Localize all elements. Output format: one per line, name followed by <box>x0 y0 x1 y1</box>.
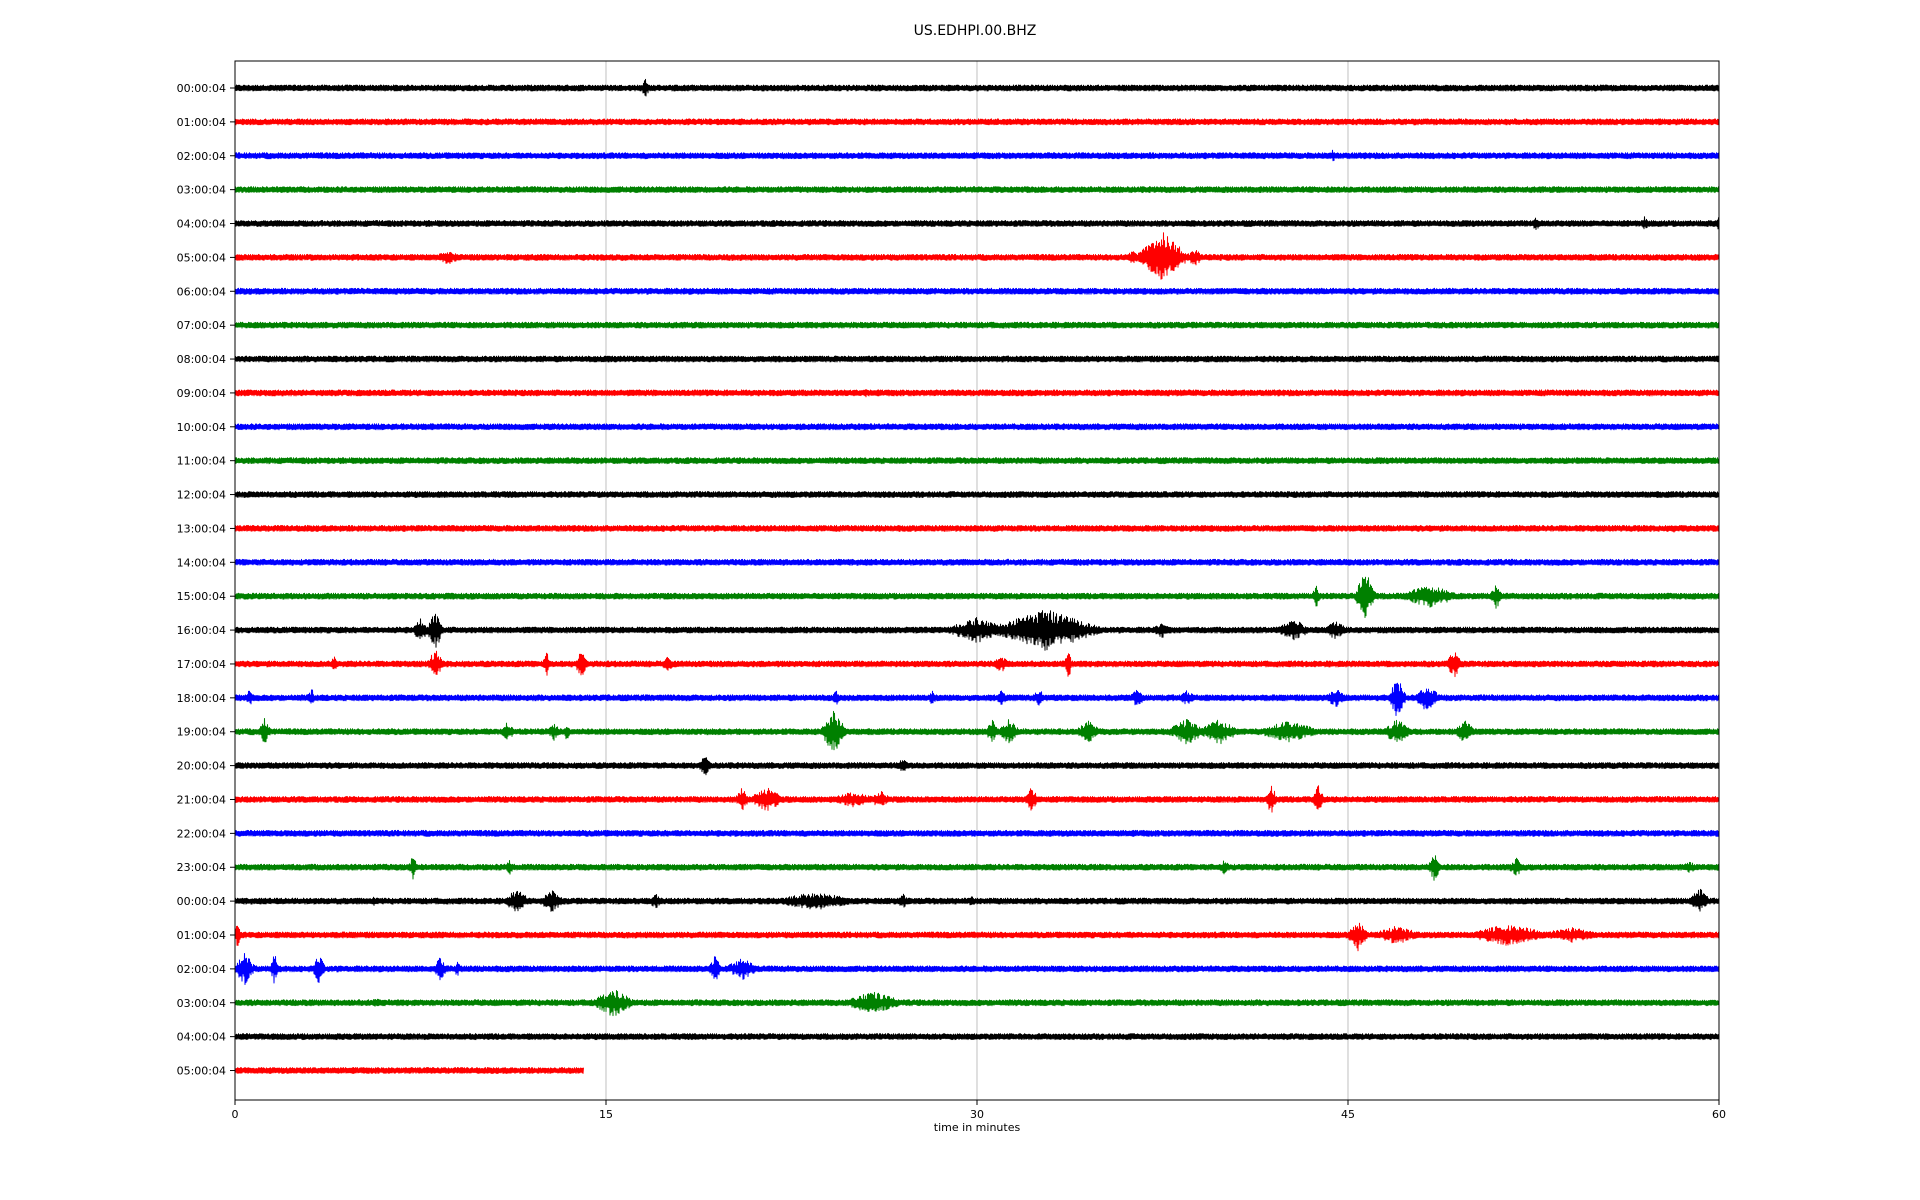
x-tick-label: 30 <box>970 1108 984 1121</box>
trace-line <box>234 888 1720 912</box>
row-time-labels: 00:00:04 01:00:04 02:00:04 03:00:04 04:00:04… <box>177 82 235 1078</box>
trace-line <box>234 710 1720 751</box>
row-time-label: 03:00:04 <box>177 184 226 197</box>
trace-line <box>234 287 1720 295</box>
row-time-label: 03:00:04 <box>177 997 226 1010</box>
trace-line <box>234 457 1720 465</box>
row-time-label: 05:00:04 <box>177 1065 226 1078</box>
row-time-label: 02:00:04 <box>177 150 226 163</box>
trace-line <box>234 650 1720 678</box>
trace-line <box>234 232 1720 280</box>
trace-line <box>234 855 1720 881</box>
row-time-label: 07:00:04 <box>177 319 226 332</box>
grid-lines <box>605 61 1349 1100</box>
trace-line <box>234 524 1720 533</box>
chart-title: US.EDHPI.00.BHZ <box>914 23 1037 39</box>
row-time-label: 04:00:04 <box>177 218 226 231</box>
row-time-label: 19:00:04 <box>177 726 226 739</box>
trace-line <box>234 757 1720 776</box>
row-time-label: 16:00:04 <box>177 624 226 637</box>
row-time-label: 05:00:04 <box>177 251 226 264</box>
row-time-label: 20:00:04 <box>177 760 226 773</box>
trace-line <box>234 78 1720 97</box>
trace-line <box>234 389 1720 398</box>
trace-line <box>234 321 1720 329</box>
x-axis-label: time in minutes <box>934 1121 1021 1134</box>
x-axis-ticks: 0 15 30 45 60 <box>232 1100 1726 1121</box>
trace-line <box>234 576 1720 618</box>
row-time-label: 13:00:04 <box>177 522 226 535</box>
row-time-label: 01:00:04 <box>177 929 226 942</box>
trace-line <box>234 558 1720 566</box>
trace-group <box>234 78 1720 1074</box>
row-time-label: 08:00:04 <box>177 353 226 366</box>
trace-line <box>234 922 1720 952</box>
x-tick-label: 60 <box>1712 1108 1726 1121</box>
trace-line <box>234 216 1720 230</box>
row-time-label: 17:00:04 <box>177 658 226 671</box>
row-time-label: 01:00:04 <box>177 116 226 129</box>
row-time-label: 12:00:04 <box>177 489 226 502</box>
row-time-label: 23:00:04 <box>177 861 226 874</box>
row-time-label: 15:00:04 <box>177 590 226 603</box>
trace-line <box>234 990 1720 1017</box>
row-time-label: 04:00:04 <box>177 1031 226 1044</box>
row-time-label: 18:00:04 <box>177 692 226 705</box>
trace-line <box>234 491 1720 499</box>
x-tick-label: 45 <box>1341 1108 1355 1121</box>
row-time-label: 02:00:04 <box>177 963 226 976</box>
trace-line <box>234 610 1720 651</box>
trace-line <box>234 953 1720 985</box>
trace-line <box>234 1033 1720 1041</box>
row-time-label: 00:00:04 <box>177 895 226 908</box>
row-time-label: 22:00:04 <box>177 827 226 840</box>
trace-line <box>234 118 1720 126</box>
row-time-label: 00:00:04 <box>177 82 226 95</box>
row-time-label: 06:00:04 <box>177 285 226 298</box>
trace-line <box>234 829 1720 837</box>
trace-line <box>234 423 1720 431</box>
row-time-label: 21:00:04 <box>177 793 226 806</box>
row-time-label: 14:00:04 <box>177 556 226 569</box>
row-time-label: 10:00:04 <box>177 421 226 434</box>
x-tick-label: 15 <box>599 1108 613 1121</box>
row-time-label: 09:00:04 <box>177 387 226 400</box>
trace-line <box>234 785 1720 813</box>
trace-line <box>234 355 1720 363</box>
x-tick-label: 0 <box>232 1108 239 1121</box>
trace-line <box>234 149 1720 162</box>
trace-line <box>234 682 1720 716</box>
trace-line <box>234 1067 584 1074</box>
trace-line <box>234 186 1720 194</box>
row-time-label: 11:00:04 <box>177 455 226 468</box>
